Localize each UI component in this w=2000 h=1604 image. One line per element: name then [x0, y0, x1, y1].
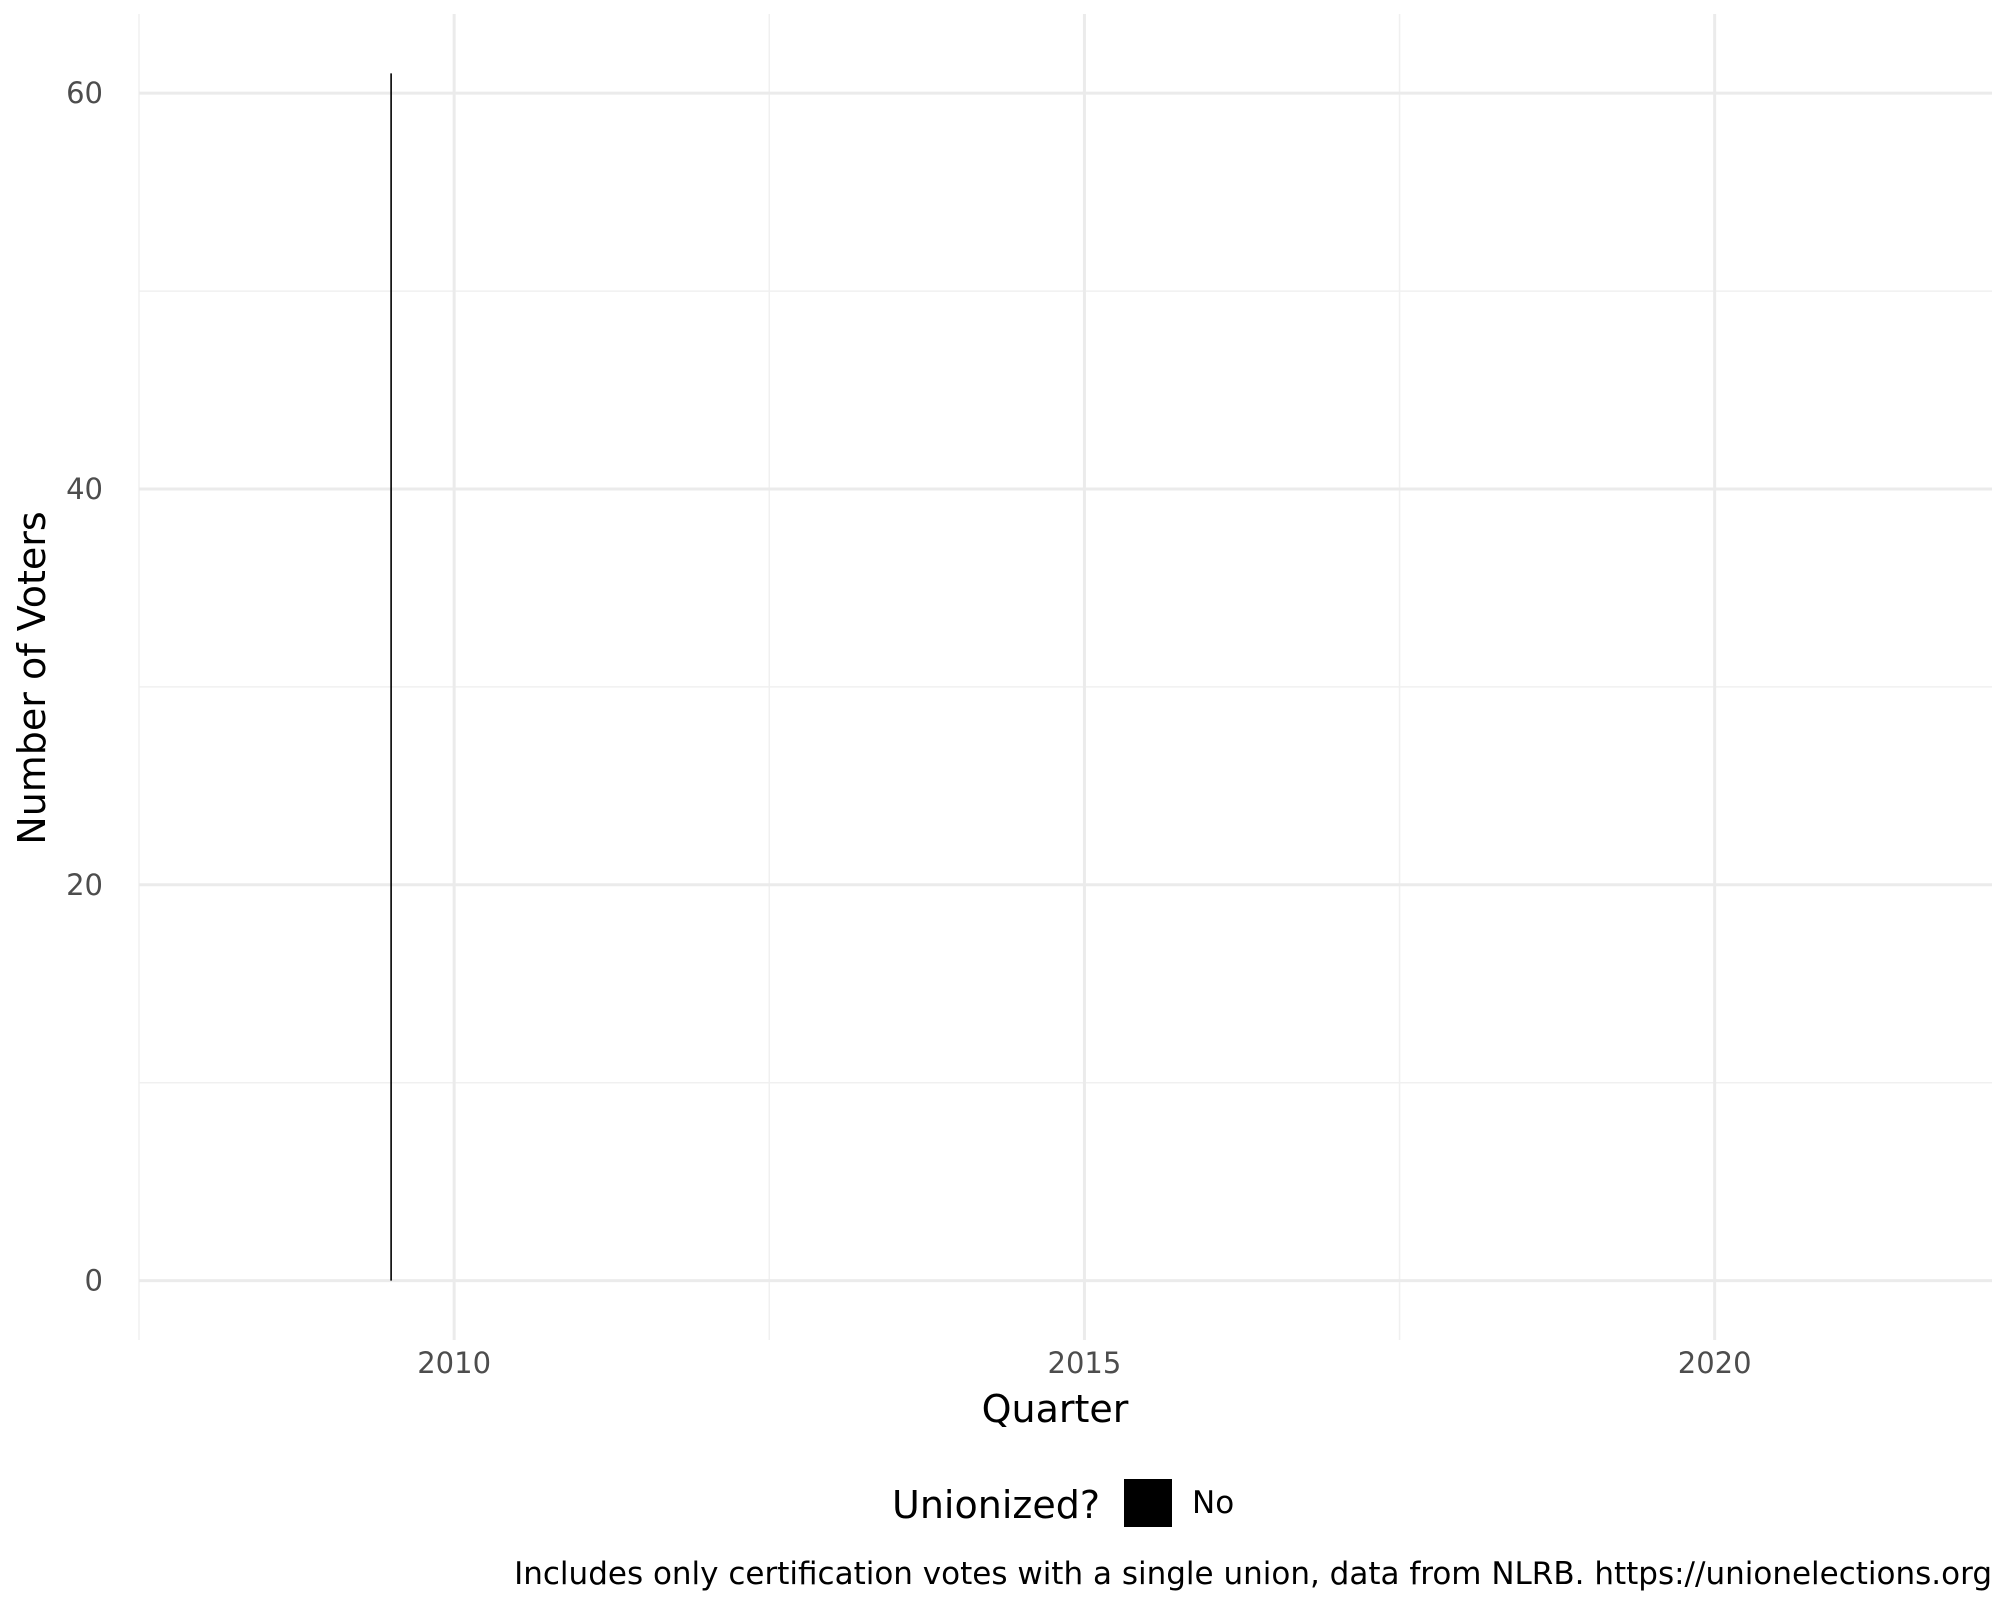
- legend: Unionized? No: [892, 1479, 1234, 1527]
- x-tick-label: 2020: [1678, 1346, 1752, 1380]
- y-tick-label: 0: [85, 1264, 103, 1298]
- bars: [390, 73, 392, 1281]
- x-axis-ticks: 2010 2015 2020: [417, 1346, 1751, 1380]
- y-tick-label: 20: [66, 868, 103, 902]
- legend-label-no: No: [1192, 1485, 1234, 1521]
- legend-title: Unionized?: [892, 1483, 1100, 1527]
- y-tick-label: 40: [66, 472, 103, 506]
- chart-caption: Includes only certification votes with a…: [514, 1556, 1992, 1592]
- y-axis-title: Number of Voters: [10, 511, 54, 844]
- grid-lines: [138, 14, 1992, 1340]
- bar-no: [390, 73, 392, 1281]
- y-axis-ticks: 0 20 40 60: [66, 76, 103, 1297]
- x-tick-label: 2010: [417, 1346, 491, 1380]
- legend-swatch-no: [1124, 1479, 1172, 1527]
- x-tick-label: 2015: [1048, 1346, 1122, 1380]
- x-axis-title: Quarter: [982, 1387, 1129, 1431]
- y-tick-label: 60: [66, 76, 103, 110]
